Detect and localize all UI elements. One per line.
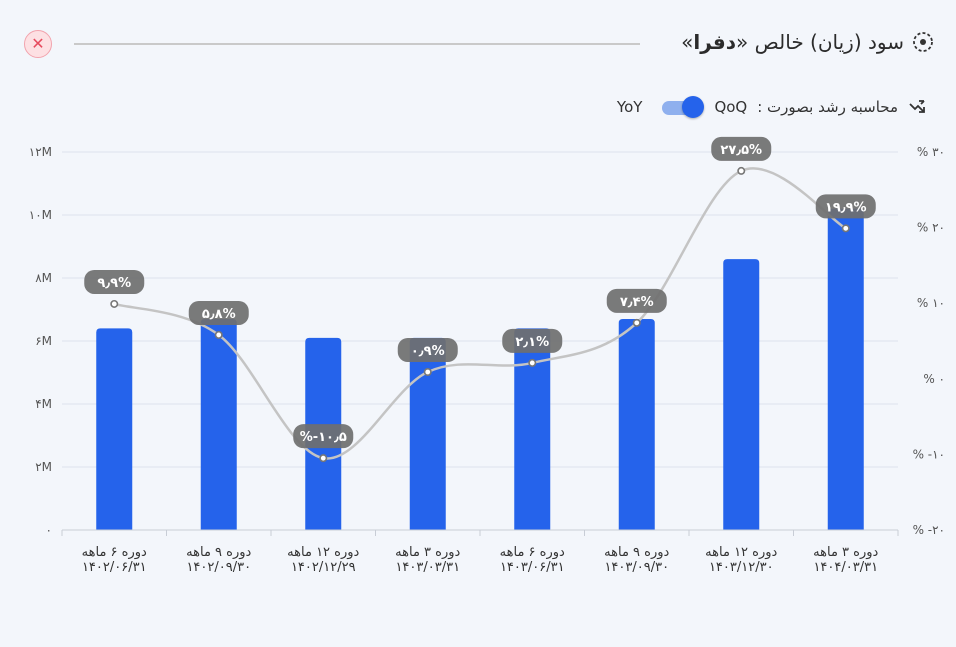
growth-label-bubble [84, 269, 145, 294]
growth-point [632, 318, 641, 327]
y-right-tick-label: % -۱۰ [913, 447, 945, 461]
x-tick-label: دوره ۱۲ ماهه [287, 545, 359, 560]
title-divider [74, 43, 640, 45]
x-tick-date-label: ۱۴۰۲/۱۲/۲۹ [291, 560, 356, 575]
x-tick-date-label: ۱۴۰۴/۰۳/۳۱ [813, 560, 878, 575]
growth-point [214, 330, 223, 339]
y-left-tick-label: ۶M [35, 334, 52, 348]
bar [409, 337, 446, 530]
y-right-tick-label: % -۲۰ [913, 523, 945, 537]
growth-line-series [110, 166, 850, 463]
growth-mode-switch[interactable] [660, 96, 705, 118]
x-tick-label: دوره ۶ ماهه [500, 545, 565, 560]
y-left-tick-label: ۰ [46, 523, 52, 537]
growth-label: ۷٫۴% [620, 295, 654, 310]
growth-point [423, 367, 432, 376]
y-left-tick-label: ۱۲M [29, 145, 52, 159]
growth-point [319, 454, 328, 463]
bar [827, 208, 864, 530]
growth-label: ۹٫۹% [97, 276, 131, 291]
x-tick-date-label: ۱۴۰۳/۰۶/۳۱ [500, 560, 565, 575]
bar [200, 318, 237, 530]
target-icon [913, 32, 933, 52]
growth-point [737, 166, 746, 175]
growth-point [841, 224, 850, 233]
growth-point [528, 358, 537, 367]
switch-knob [682, 96, 705, 118]
bar-series [96, 208, 864, 530]
growth-label: ۵٫۸% [202, 307, 236, 322]
y-right-tick-label: % ۳۰ [917, 145, 945, 159]
bar [96, 328, 133, 530]
bar [723, 259, 760, 530]
growth-label-bubble [188, 300, 249, 325]
y-left-tick-label: ۴M [35, 397, 52, 411]
growth-labels: ۹٫۹% ۵٫۸% %-۱۰٫۵ ۰٫۹% ۲٫۱% ۷٫۴% ۲۷٫۵% ۱۹٫۹% [84, 136, 876, 449]
growth-label-bubble [293, 424, 354, 449]
grid-lines [62, 151, 898, 468]
growth-point [110, 299, 119, 308]
x-tick-label: دوره ۹ ماهه [186, 545, 251, 560]
growth-label: %-۱۰٫۵ [300, 430, 347, 445]
close-button[interactable]: ✕ [24, 30, 52, 58]
x-tick-label: دوره ۳ ماهه [813, 545, 878, 560]
axes: ۰ ۲M ۴M ۶M ۸M ۱۰M ۱۲M % -۲۰ % -۱۰ % ۰ % ۱۰ % ۲۰ % ۳۰… [29, 145, 945, 575]
y-right-tick-label: % ۱۰ [917, 296, 945, 310]
growth-label-bubble [711, 136, 772, 161]
x-tick-label: دوره ۳ ماهه [395, 545, 460, 560]
growth-label-bubble [606, 288, 667, 313]
y-right-tick-label: % ۰ [923, 372, 945, 386]
title-brand: دفرا [693, 30, 737, 54]
growth-mode-toggle: محاسبه رشد بصورت : QoQ YoY [617, 96, 926, 118]
growth-label-bubble [397, 337, 458, 362]
bar [618, 318, 655, 530]
x-tick-date-label: ۱۴۰۳/۰۳/۳۱ [395, 560, 460, 575]
x-tick-date-label: ۱۴۰۳/۱۲/۳۰ [709, 560, 774, 575]
title-text: سود (زیان) خالص «دفرا» [681, 30, 904, 54]
growth-label: ۲۷٫۵% [720, 143, 762, 158]
toggle-option-yoy[interactable]: YoY [616, 98, 643, 116]
x-tick-date-label: ۱۴۰۲/۰۶/۳۱ [82, 560, 147, 575]
y-left-tick-label: ۱۰M [29, 208, 52, 222]
toggle-option-qoq[interactable]: QoQ [714, 98, 748, 116]
growth-label: ۱۹٫۹% [825, 200, 867, 215]
chart-title: سود (زیان) خالص «دفرا» [681, 30, 934, 54]
growth-label: ۰٫۹% [411, 344, 445, 359]
x-tick-label: دوره ۶ ماهه [82, 545, 147, 560]
growth-line [113, 167, 847, 460]
x-tick-label: دوره ۱۲ ماهه [705, 545, 777, 560]
toggle-label: محاسبه رشد بصورت : [757, 98, 898, 116]
y-right-tick-label: % ۲۰ [917, 221, 945, 235]
growth-label-bubble [502, 328, 563, 353]
y-left-tick-label: ۸M [35, 271, 52, 285]
x-tick-date-label: ۱۴۰۲/۰۹/۳۰ [186, 560, 251, 575]
growth-label-bubble [815, 194, 876, 219]
bar [514, 328, 551, 530]
x-tick-date-label: ۱۴۰۳/۰۹/۳۰ [604, 560, 669, 575]
growth-label: ۲٫۱% [515, 335, 549, 350]
trend-arrow-icon [909, 100, 925, 113]
x-tick-label: دوره ۹ ماهه [604, 545, 669, 560]
close-icon: ✕ [31, 34, 45, 53]
y-left-tick-label: ۲M [35, 460, 52, 474]
